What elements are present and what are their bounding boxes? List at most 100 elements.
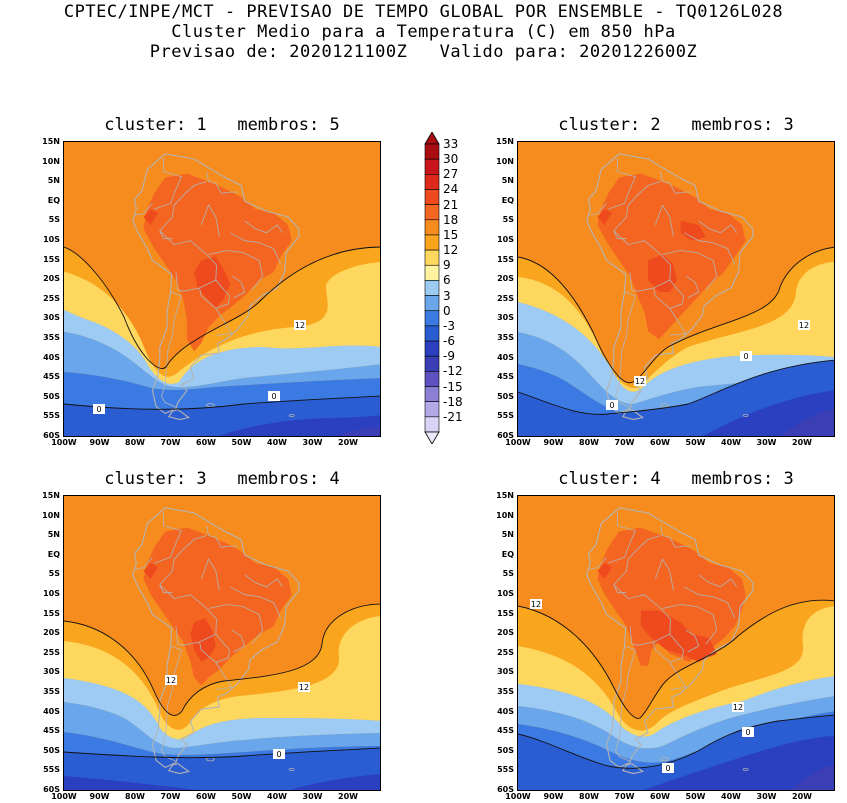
lon-tick-label: 60W: [650, 438, 670, 447]
temperature-band: [518, 606, 834, 737]
country-border: [199, 279, 230, 309]
lat-tick-label: 10S: [497, 235, 514, 244]
header-line-2: Cluster Medio para a Temperatura (C) em …: [171, 22, 676, 42]
contour-label-box: [268, 391, 280, 401]
lat-tick-label: 10N: [42, 156, 60, 166]
lat-tick-label: 30S: [497, 313, 514, 323]
country-border: [230, 232, 282, 265]
colorbar-top-arrow: [424, 132, 440, 145]
lon-tick-label: 80W: [579, 438, 599, 447]
contour-label: 12: [295, 321, 305, 330]
temperature-band: [64, 616, 380, 740]
lat-tick-label: 5S: [48, 215, 60, 225]
contour-line: [64, 246, 380, 369]
contour-label-box: [634, 376, 646, 386]
lat-tick-label: 45S: [43, 726, 60, 736]
country-border: [231, 275, 246, 299]
lat-tick-label: EQ: [501, 549, 514, 559]
country-border: [662, 604, 718, 645]
country-border: [200, 204, 220, 237]
country-border: [206, 171, 222, 194]
colorbar-bottom-arrow: [424, 431, 440, 444]
panel-3-title: cluster: 3 membros: 4: [104, 469, 340, 489]
contour-line: [518, 714, 834, 769]
country-border: [608, 157, 636, 210]
coastline: [586, 153, 754, 415]
lat-tick-label: 30S: [43, 313, 60, 323]
contour-label: 0: [276, 750, 281, 759]
country-border: [660, 525, 676, 548]
country-border: [230, 586, 282, 619]
lat-tick-label: 20S: [43, 628, 60, 638]
country-border: [615, 645, 636, 762]
contour-label: 0: [96, 405, 101, 414]
lat-tick-label: 25S: [497, 647, 514, 657]
temperature-band: [790, 764, 834, 790]
country-border: [244, 220, 283, 234]
lat-tick-label: 45S: [497, 372, 514, 382]
lat-tick-label: 35S: [43, 687, 60, 696]
colorbar-label: -15: [443, 379, 463, 394]
coastline: [621, 762, 645, 775]
contour-label-box: [798, 320, 810, 330]
header-line-1: CPTEC/INPE/MCT - PREVISAO DE TEMPO GLOBA…: [63, 2, 784, 22]
contour-label: 12: [635, 377, 645, 386]
temperature-band: [64, 748, 380, 790]
contour-label-box: [742, 727, 754, 737]
lon-tick-label: 50W: [231, 438, 252, 447]
temperature-band: [643, 736, 834, 790]
country-border: [653, 279, 684, 309]
colorbar-label: 15: [443, 227, 459, 242]
lat-tick-label: 15S: [43, 254, 60, 264]
lat-tick-label: 15N: [496, 137, 514, 146]
colorbar-swatch: [424, 340, 440, 357]
colorbar-label: -3: [443, 318, 455, 333]
country-border: [161, 645, 182, 762]
lat-tick-label: 5N: [47, 176, 60, 186]
lat-tick-label: 5N: [501, 530, 514, 540]
lat-tick-label: 30S: [43, 667, 60, 677]
contour-label-box: [606, 400, 618, 410]
lon-tick-label: 30W: [756, 792, 777, 801]
lon-tick-label: 60W: [196, 438, 216, 447]
country-border: [215, 308, 233, 336]
lat-tick-label: 20S: [497, 274, 514, 284]
temperature-band: [64, 332, 380, 390]
warm-region: [597, 527, 746, 666]
lat-tick-label: 5N: [47, 530, 60, 540]
lat-tick-label: 45S: [43, 372, 60, 382]
map-svg: 12 0 0: [64, 142, 380, 436]
country-border: [221, 191, 238, 194]
colorbar-swatch: [424, 204, 440, 221]
country-border: [161, 291, 182, 408]
country-border: [221, 545, 238, 548]
lat-tick-label: 55S: [43, 411, 60, 421]
lat-tick-label: 5S: [502, 215, 514, 225]
colorbar-swatch: [424, 280, 440, 296]
lat-tick-label: 25S: [43, 647, 60, 657]
lon-tick-label: 100W: [51, 438, 77, 447]
lat-tick-label: 25S: [497, 293, 514, 303]
contour-label-box: [530, 599, 542, 609]
country-border: [159, 230, 173, 240]
country-border: [684, 586, 736, 619]
temperature-band: [290, 774, 380, 790]
country-border: [685, 275, 700, 299]
map-panel-1: 12 0 0: [63, 141, 381, 437]
temperature-band: [64, 702, 380, 755]
country-border: [613, 584, 627, 594]
coastline: [621, 408, 645, 421]
country-border: [134, 202, 153, 216]
temperature-band: [64, 678, 380, 748]
lon-tick-label: 40W: [721, 438, 741, 447]
temperature-band: [64, 310, 380, 388]
colorbar-label: 3: [443, 288, 451, 303]
colorbar-swatch: [424, 219, 440, 236]
colorbar-swatch: [424, 249, 440, 266]
country-border: [206, 525, 222, 548]
lat-tick-label: 20S: [43, 274, 60, 284]
country-border: [675, 545, 692, 548]
lon-tick-label: 100W: [505, 792, 531, 801]
island: [742, 768, 749, 771]
contour-label-box: [298, 682, 310, 692]
